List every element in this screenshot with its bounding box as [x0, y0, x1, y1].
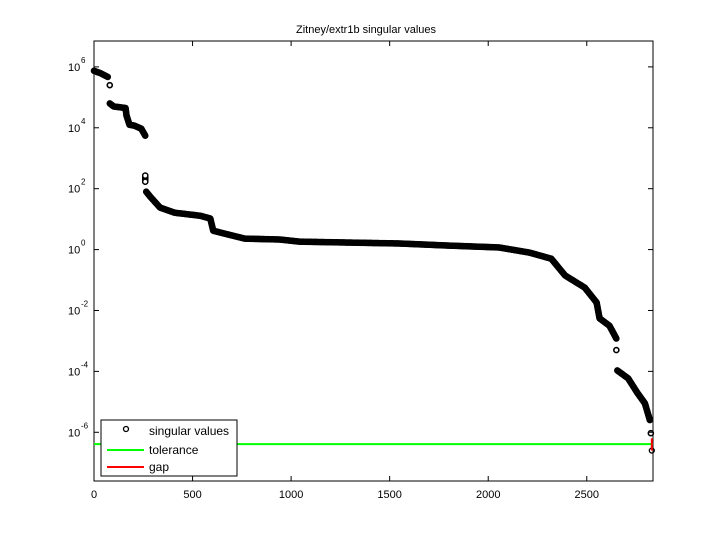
x-tick-label: 1000: [279, 489, 303, 501]
data-point: [613, 335, 620, 342]
chart-title: Zitney/extr1b singular values: [296, 24, 437, 36]
y-tick-exponent: 6: [81, 56, 86, 65]
y-tick-exponent: 2: [81, 178, 86, 187]
singular-values-series: [90, 67, 655, 454]
x-tick-label: 2500: [575, 489, 599, 501]
y-tick-label: 10: [68, 427, 80, 439]
y-tick-exponent: 4: [81, 117, 86, 126]
y-tick-label: 10: [68, 305, 80, 317]
data-point: [141, 132, 149, 139]
data-point: [613, 346, 620, 354]
x-tick-label: 0: [91, 489, 97, 501]
legend-label-tolerance: tolerance: [149, 443, 199, 457]
data-point: [106, 81, 114, 89]
y-tick-exponent: -2: [81, 299, 89, 308]
y-tick-exponent: 0: [81, 239, 86, 248]
y-tick-label: 10: [68, 184, 80, 196]
x-tick-label: 500: [183, 489, 201, 501]
y-tick-label: 10: [68, 366, 80, 378]
legend-circle-marker-icon: [122, 425, 130, 433]
y-tick-label: 10: [68, 245, 80, 257]
data-point: [104, 73, 112, 81]
y-tick-label: 10: [68, 62, 80, 74]
y-tick-label: 10: [68, 123, 80, 135]
data-point: [647, 429, 655, 437]
legend: singular values tolerance gap: [100, 419, 238, 477]
x-tick-label: 1500: [377, 489, 401, 501]
y-tick-exponent: -6: [81, 421, 89, 430]
x-axis: 0 500 1000 1500 2000 2500: [91, 41, 599, 501]
plot-area: [93, 40, 654, 482]
data-point: [646, 416, 654, 424]
y-tick-exponent: -4: [81, 360, 89, 369]
data-point: [142, 172, 149, 179]
x-tick-label: 2000: [476, 489, 500, 501]
legend-label-singular-values: singular values: [149, 424, 229, 438]
data-point: [142, 178, 149, 185]
legend-label-gap: gap: [149, 460, 169, 474]
